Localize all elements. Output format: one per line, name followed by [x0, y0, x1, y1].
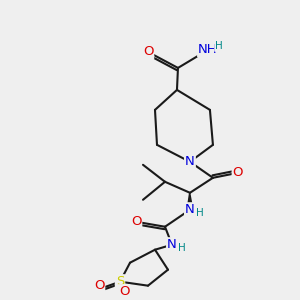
Text: H: H	[196, 208, 204, 218]
Text: O: O	[131, 215, 141, 228]
Text: N: N	[167, 238, 177, 251]
Text: H: H	[215, 41, 223, 51]
Text: NH: NH	[198, 44, 218, 56]
Text: H: H	[178, 243, 186, 253]
Text: N: N	[185, 203, 195, 216]
Text: O: O	[94, 279, 104, 292]
Text: N: N	[185, 155, 195, 168]
Text: O: O	[143, 45, 153, 58]
Text: O: O	[119, 285, 129, 298]
Polygon shape	[187, 193, 193, 210]
Text: S: S	[116, 275, 124, 288]
Text: O: O	[233, 166, 243, 179]
